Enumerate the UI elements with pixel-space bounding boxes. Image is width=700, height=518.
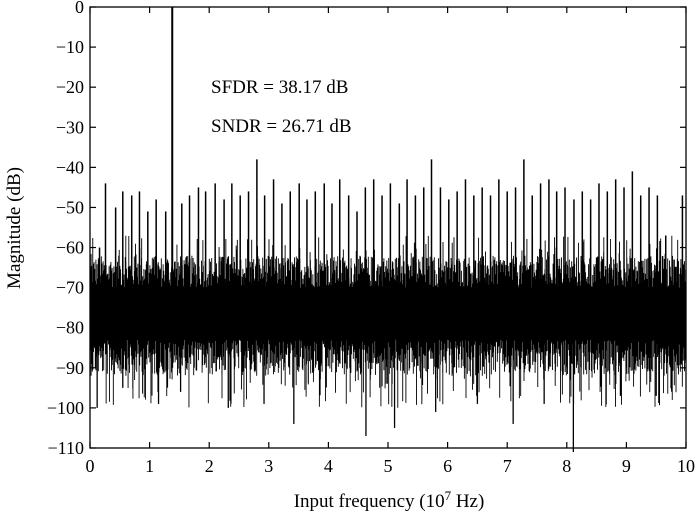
y-tick-label: −10 [56, 37, 84, 57]
sndr-annotation: SNDR = 26.71 dB [211, 116, 352, 137]
x-axis-label-exponent: 7 [445, 488, 452, 503]
x-tick-label: 8 [562, 456, 571, 476]
y-tick-label: −20 [56, 77, 84, 97]
y-tick-label: −70 [56, 278, 84, 298]
x-tick-label: 0 [86, 456, 95, 476]
noise-floor [90, 235, 687, 408]
y-axis-ticks: 0 −10 −20 −30 −40 −50 −60 −70 −80 −90 −100 −110 [47, 0, 686, 458]
x-tick-label: 6 [443, 456, 452, 476]
spectrum-trace [90, 7, 687, 453]
y-tick-label: −60 [56, 238, 84, 258]
x-tick-label: 1 [145, 456, 154, 476]
x-tick-label: 2 [205, 456, 214, 476]
y-tick-label: 0 [75, 0, 84, 17]
x-tick-label: 4 [324, 456, 333, 476]
plot-frame [89, 6, 687, 449]
y-tick-label: −90 [56, 358, 84, 378]
y-tick-label: −100 [47, 398, 84, 418]
y-tick-label: −40 [56, 157, 84, 177]
sfdr-annotation: SFDR = 38.17 dB [211, 77, 348, 98]
x-axis-ticks: 0 1 2 3 4 5 6 7 8 9 10 [86, 7, 695, 476]
x-tick-label: 7 [503, 456, 512, 476]
y-tick-label: −110 [48, 438, 84, 458]
y-axis-label: Magnitude (dB) [4, 167, 25, 289]
x-axis-label-prefix: Input frequency (10 [294, 491, 445, 512]
y-tick-label: −80 [56, 318, 84, 338]
x-axis-label-suffix: Hz) [451, 491, 484, 512]
y-tick-label: −50 [56, 197, 84, 217]
x-tick-label: 5 [384, 456, 393, 476]
y-tick-label: −30 [56, 117, 84, 137]
x-tick-label: 3 [264, 456, 273, 476]
x-tick-label: 9 [622, 456, 631, 476]
x-axis-label: Input frequency (107 Hz) [294, 488, 485, 513]
x-tick-label: 10 [677, 456, 695, 476]
